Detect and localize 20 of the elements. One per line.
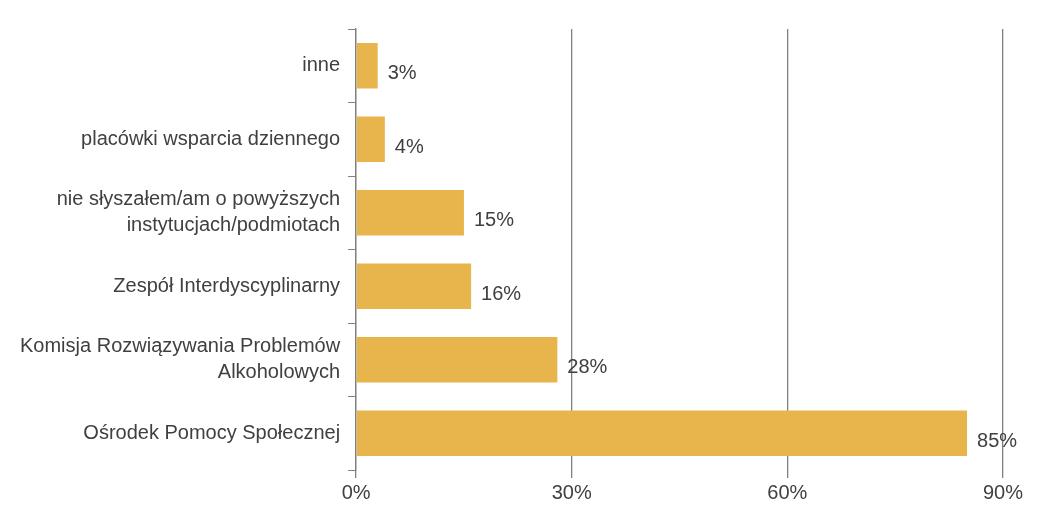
y-tick-label: inne [302,53,341,76]
bar [356,336,558,383]
bar [356,42,378,89]
data-label: 4% [394,134,424,157]
y-tick-label: Zespół Interdyscyplinarny [113,273,341,296]
bar [356,263,472,310]
y-tick-label: Ośrodek Pomocy Społecznej [83,420,341,443]
y-tick-label: Komisja Rozwiązywania Problemów Alkoholowych [19,334,341,383]
x-tick-label: 60% [767,480,808,503]
data-label: 15% [473,208,515,231]
bar [356,116,385,163]
data-label: 3% [387,61,417,84]
y-tick-label: placówki wsparcia dziennego [81,126,341,149]
bar [356,410,968,457]
x-tick-label: 0% [341,480,371,503]
x-tick-label: 90% [982,480,1024,503]
bar [356,189,464,236]
data-label: 16% [481,281,522,304]
y-tick-label: nie słyszałem/am o powyższych instytucjach/podmiotach [56,187,341,236]
x-tick-label: 30% [551,480,592,503]
